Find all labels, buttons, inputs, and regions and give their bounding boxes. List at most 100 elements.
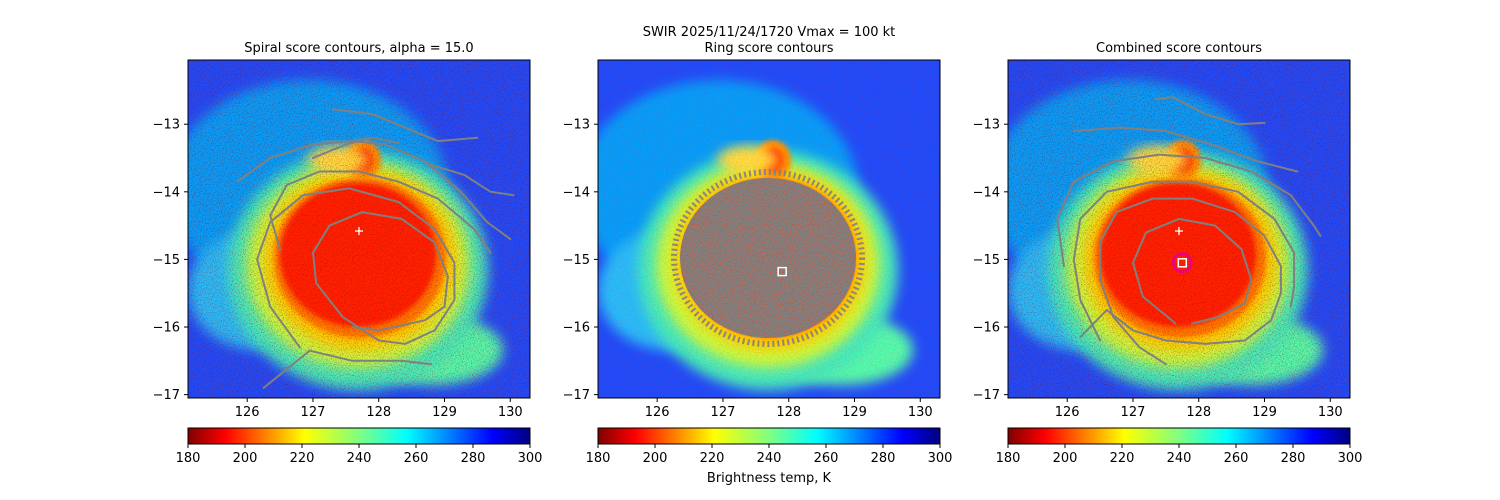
axes-frame — [597, 59, 941, 399]
y-axis: −13 −14 −15 −16 −17 — [973, 118, 1008, 403]
x-axis: 126 127 128 129 130 — [1055, 398, 1343, 420]
y-tick-label: −15 — [563, 253, 590, 268]
score-contour — [1132, 217, 1253, 325]
x-tick-label: 129 — [432, 405, 457, 420]
y-axis: −13 −14 −15 −16 −17 — [153, 118, 188, 403]
colorbar-tick-label: 300 — [1338, 451, 1363, 466]
x-tick-label: 130 — [1318, 405, 1343, 420]
y-tick-label: −14 — [563, 185, 590, 200]
colorbar: 180 200 220 240 260 280 300 Brightness temp, K — [586, 427, 953, 486]
y-tick-label: −13 — [153, 118, 180, 133]
y-tick-label: −16 — [563, 321, 590, 336]
axes-frame — [187, 59, 531, 399]
y-tick-label: −14 — [973, 185, 1000, 200]
colorbar: 180 200 220 240 260 280 300 — [996, 427, 1363, 466]
colorbar-tick-label: 220 — [290, 451, 315, 466]
marker-layer — [777, 266, 787, 277]
x-tick-label: 129 — [1252, 405, 1277, 420]
colorbar-tick-label: 180 — [996, 451, 1021, 466]
colorbar-tick-label: 260 — [814, 451, 839, 466]
x-axis: 126 127 128 129 130 — [645, 398, 933, 420]
x-tick-label: 127 — [301, 405, 326, 420]
colorbar-label: Brightness temp, K — [707, 471, 832, 486]
colorbar-tick-label: 280 — [1281, 451, 1306, 466]
x-tick-label: 126 — [1055, 405, 1080, 420]
panel-ring: Ring score contours 126 127 128 129 130 −13−… — [563, 41, 953, 486]
x-tick-label: 126 — [645, 405, 670, 420]
panel-title: Spiral score contours, alpha = 15.0 — [244, 41, 473, 56]
contour-layer — [1056, 96, 1322, 366]
colorbar-tick-label: 260 — [1224, 451, 1249, 466]
score-contour — [430, 163, 515, 197]
axes-frame — [1007, 59, 1351, 399]
first-guess-plus-marker — [355, 227, 363, 236]
colorbar-tick-label: 200 — [1053, 451, 1078, 466]
y-tick-label: −17 — [973, 388, 1000, 403]
colorbar-tick-label: 300 — [518, 451, 543, 466]
figure-suptitle: SWIR 2025/11/24/1720 Vmax = 100 kt — [643, 25, 896, 40]
score-contour — [1079, 197, 1282, 366]
score-contour — [312, 136, 400, 159]
imagery — [578, 60, 940, 398]
score-contour — [1056, 153, 1322, 268]
y-tick-label: −13 — [973, 118, 1000, 133]
colorbar-tick-label: 240 — [1167, 451, 1192, 466]
score-contour — [262, 349, 433, 389]
panel-title: Ring score contours — [704, 41, 833, 56]
colorbar-gradient — [597, 427, 941, 445]
imagery — [1008, 60, 1350, 398]
colorbar-tick-label: 220 — [1110, 451, 1135, 466]
y-tick-label: −15 — [153, 253, 180, 268]
y-tick-label: −16 — [153, 321, 180, 336]
x-tick-label: 130 — [498, 405, 523, 420]
panel-combined: Combined score contours 126 127 128 129 130 … — [973, 41, 1363, 466]
colorbar-gradient — [1007, 427, 1351, 445]
x-tick-label: 130 — [908, 405, 933, 420]
colorbar-tick-label: 280 — [461, 451, 486, 466]
panel-title: Combined score contours — [1096, 41, 1262, 56]
colorbar-tick-label: 280 — [871, 451, 896, 466]
y-tick-label: −13 — [563, 118, 590, 133]
x-tick-label: 128 — [1186, 405, 1211, 420]
colorbar-tick-label: 240 — [757, 451, 782, 466]
x-tick-label: 127 — [711, 405, 736, 420]
score-contour — [256, 187, 456, 349]
score-contour — [331, 108, 479, 143]
colorbar-tick-label: 240 — [347, 451, 372, 466]
x-tick-label: 128 — [776, 405, 801, 420]
y-tick-label: −14 — [153, 185, 180, 200]
contour-layer — [236, 108, 515, 389]
score-contour — [1072, 126, 1299, 173]
first-guess-plus-marker — [1175, 227, 1183, 236]
x-tick-label: 128 — [366, 405, 391, 420]
colorbar-tick-label: 300 — [928, 451, 953, 466]
x-tick-label: 127 — [1121, 405, 1146, 420]
colorbar-tick-label: 200 — [233, 451, 258, 466]
y-tick-label: −16 — [973, 321, 1000, 336]
y-axis: −13 −14 −15 −16 −17 — [563, 118, 598, 403]
x-axis: 126 127 128 129 130 — [235, 398, 523, 420]
y-tick-label: −15 — [973, 253, 1000, 268]
score-contour — [1155, 96, 1266, 126]
y-tick-label: −17 — [563, 388, 590, 403]
colorbar-tick-label: 200 — [643, 451, 668, 466]
panel-spiral: Spiral score contours, alpha = 15.0 126 1… — [153, 41, 543, 466]
colorbar-gradient — [187, 427, 531, 445]
marker-layer — [1172, 227, 1193, 274]
x-tick-label: 126 — [235, 405, 260, 420]
score-contour — [312, 211, 449, 342]
colorbar-tick-label: 180 — [586, 451, 611, 466]
colorbar-tick-label: 260 — [404, 451, 429, 466]
score-contour — [1072, 180, 1296, 342]
colorbar-tick-label: 220 — [700, 451, 725, 466]
center-circle-marker — [1172, 252, 1193, 274]
center-square-marker — [1177, 258, 1188, 268]
colorbar-tick-label: 180 — [176, 451, 201, 466]
colorbar: 180 200 220 240 260 280 300 — [176, 427, 543, 466]
x-tick-label: 129 — [842, 405, 867, 420]
score-contour — [269, 170, 492, 254]
center-square-marker — [777, 266, 787, 277]
y-tick-label: −17 — [153, 388, 180, 403]
marker-layer — [355, 227, 363, 236]
